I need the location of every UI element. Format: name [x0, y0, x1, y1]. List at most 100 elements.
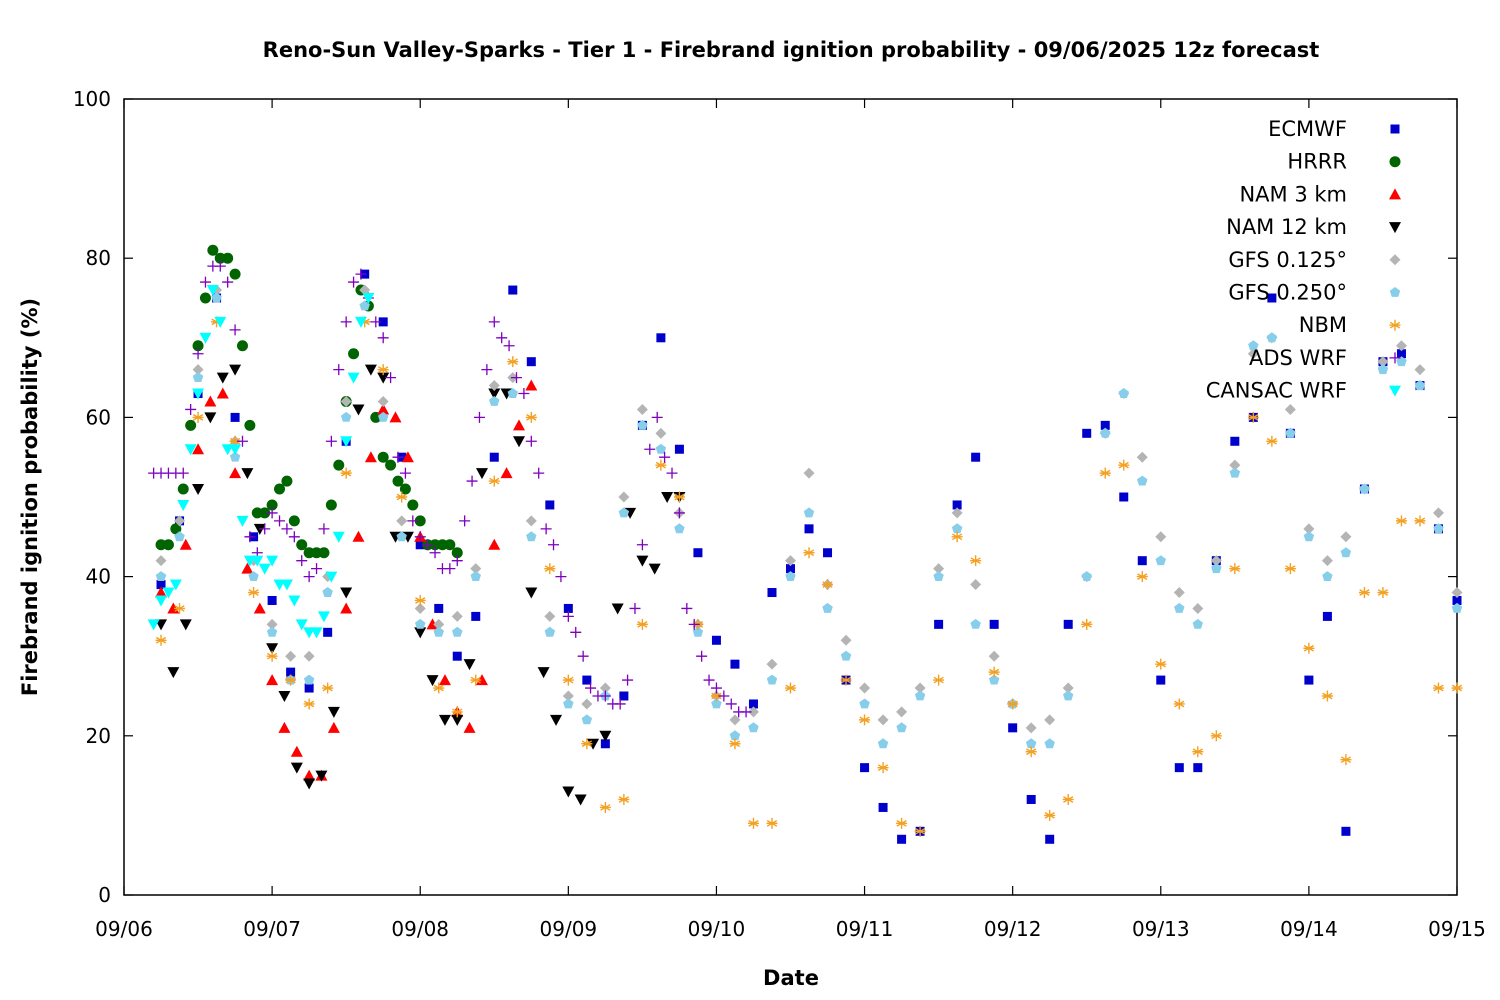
data-point-ecmwf — [1063, 619, 1073, 629]
data-point-cansac-wrf — [251, 555, 264, 567]
data-point-gfs-0-250 — [1174, 602, 1185, 613]
data-point-ads-wrf — [710, 682, 722, 694]
data-point-gfs-0-250 — [1137, 475, 1148, 486]
data-point-ads-wrf — [659, 451, 671, 463]
data-point-nam-12-km — [340, 587, 353, 599]
data-point-gfs-0-125 — [1451, 587, 1463, 599]
data-point-cansac-wrf — [354, 316, 367, 328]
data-point-ads-wrf — [244, 531, 256, 543]
data-point-ads-wrf — [488, 316, 500, 328]
data-point-gfs-0-125 — [988, 650, 1000, 662]
data-point-nam-12-km — [216, 372, 229, 384]
data-point-hrrr — [325, 499, 337, 511]
data-point-gfs-0-250 — [155, 571, 167, 581]
legend-label: CANSAC WRF — [1206, 379, 1347, 403]
data-point-nam-3-km — [303, 769, 316, 781]
data-point-hrrr — [274, 483, 286, 495]
data-point-ads-wrf — [355, 268, 367, 280]
data-point-ecmwf — [878, 802, 888, 812]
data-point-nbm — [1266, 435, 1278, 447]
data-point-hrrr — [170, 523, 182, 535]
data-point-cansac-wrf — [229, 444, 242, 456]
data-point-nbm — [544, 563, 556, 575]
data-point-gfs-0-125 — [803, 467, 815, 479]
data-point-nbm — [877, 762, 889, 774]
data-point-ecmwf — [1267, 293, 1277, 303]
data-point-ads-wrf — [311, 563, 323, 575]
data-point-nam-12-km — [648, 563, 661, 575]
data-point-gfs-0-125 — [1173, 587, 1185, 599]
data-point-nbm — [192, 411, 204, 423]
data-point-nam-12-km — [463, 659, 476, 671]
data-point-gfs-0-250 — [1211, 563, 1222, 574]
data-point-ads-wrf — [177, 467, 189, 479]
data-point-gfs-0-125 — [1340, 531, 1352, 543]
data-point-nbm — [451, 706, 463, 718]
data-point-gfs-0-250 — [1322, 571, 1333, 581]
data-point-gfs-0-250 — [563, 698, 574, 709]
data-point-nbm — [951, 531, 963, 543]
data-point-ecmwf — [971, 452, 981, 462]
data-point-gfs-0-125 — [562, 690, 574, 702]
data-point-gfs-0-125 — [785, 555, 796, 567]
data-point-gfs-0-125 — [1062, 682, 1074, 694]
legend-marker — [1389, 156, 1401, 168]
data-point-ecmwf — [489, 452, 499, 462]
data-point-gfs-0-250 — [248, 571, 259, 581]
data-point-gfs-0-250 — [1248, 340, 1259, 351]
series-nam-12-km — [155, 364, 686, 806]
data-point-ecmwf — [471, 611, 481, 621]
x-tick-label: 09/08 — [391, 917, 449, 941]
data-point-nam-3-km — [204, 395, 217, 407]
legend-marker — [1390, 124, 1400, 134]
data-point-gfs-0-125 — [451, 610, 463, 622]
data-point-gfs-0-250 — [526, 531, 537, 542]
data-point-nam-12-km — [475, 468, 488, 480]
data-point-nam-3-km — [192, 443, 205, 455]
data-point-ecmwf — [1119, 492, 1129, 502]
data-point-gfs-0-250 — [452, 626, 463, 637]
data-point-nbm — [1210, 730, 1222, 742]
data-point-hrrr — [259, 507, 271, 519]
data-point-hrrr — [377, 451, 389, 463]
data-point-nam-12-km — [426, 675, 439, 687]
data-point-ads-wrf — [496, 332, 508, 344]
data-point-ads-wrf — [370, 316, 382, 328]
data-point-gfs-0-250 — [729, 730, 741, 741]
y-tick-label: 80 — [86, 246, 111, 270]
data-point-nam-12-km — [303, 778, 316, 790]
data-point-ecmwf — [304, 683, 314, 693]
data-point-nbm — [322, 682, 334, 694]
data-point-nbm — [803, 547, 815, 559]
legend-label: NAM 12 km — [1226, 215, 1347, 239]
data-point-gfs-0-250 — [859, 698, 870, 709]
data-point-cansac-wrf — [362, 293, 375, 304]
data-point-ads-wrf — [318, 523, 330, 535]
data-point-ads-wrf — [451, 555, 463, 567]
data-point-nam-3-km — [229, 467, 242, 479]
data-point-ads-wrf — [274, 515, 286, 527]
data-point-ecmwf — [1008, 723, 1018, 733]
data-point-ads-wrf — [422, 539, 434, 551]
data-points — [147, 244, 1463, 844]
data-point-gfs-0-250 — [748, 722, 759, 733]
data-point-nam-12-km — [599, 730, 612, 742]
data-point-gfs-0-250 — [692, 626, 704, 637]
data-point-nam-12-km — [204, 412, 217, 424]
data-point-gfs-0-125 — [285, 650, 297, 662]
data-point-ecmwf — [1452, 595, 1462, 605]
data-point-hrrr — [399, 483, 411, 495]
data-point-nam-3-km — [253, 602, 266, 614]
data-point-ads-wrf — [629, 602, 641, 614]
data-point-ads-wrf — [466, 475, 478, 487]
data-point-hrrr — [407, 499, 419, 511]
data-point-nam-12-km — [377, 372, 390, 384]
data-point-ads-wrf — [199, 276, 211, 288]
data-point-hrrr — [185, 419, 197, 431]
data-point-nbm — [1062, 793, 1074, 805]
data-point-cansac-wrf — [332, 531, 345, 543]
y-axis: 0 20 40 60 80 100 — [73, 87, 1457, 907]
data-point-gfs-0-250 — [1377, 364, 1389, 375]
data-point-ecmwf — [952, 500, 962, 510]
